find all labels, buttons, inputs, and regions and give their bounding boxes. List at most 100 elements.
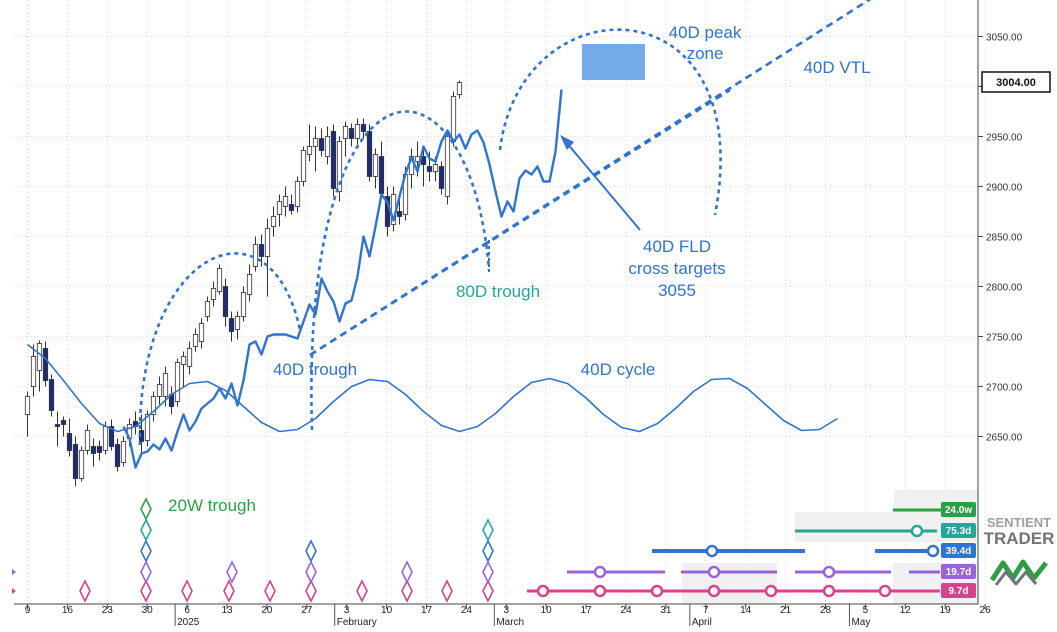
candle bbox=[156, 376, 163, 405]
x-tick-label: 7 bbox=[703, 605, 709, 616]
candle-body-up bbox=[174, 362, 181, 402]
candle-body-down bbox=[54, 424, 61, 427]
candle-body-up bbox=[300, 150, 307, 182]
x-axis-months: 2025 February March April May bbox=[174, 604, 870, 628]
fld-arrow-line bbox=[565, 141, 641, 231]
projected-trough-circle-icon bbox=[878, 584, 892, 598]
trough-marker-20w-diamond-icon bbox=[140, 497, 152, 521]
candle-body-up bbox=[84, 430, 91, 451]
cycle-length-label: 24.0w bbox=[945, 505, 972, 516]
x-tick-label: 13 bbox=[221, 605, 233, 616]
candle-body-down bbox=[228, 318, 235, 332]
candle-body-up bbox=[156, 384, 163, 397]
candle-body-up bbox=[180, 356, 187, 365]
candle bbox=[288, 194, 295, 215]
x-month-label: March bbox=[496, 617, 524, 627]
x-month-label: May bbox=[851, 617, 870, 627]
candle bbox=[444, 131, 451, 205]
x-axis-ticks: 9 16 23 30 6 13 20 27 3 10 17 24 3 10 17 24 31 7 14 21 28 5 12… bbox=[25, 604, 991, 616]
candle bbox=[246, 264, 253, 302]
cycle-arc-1 bbox=[138, 252, 302, 446]
trough-marker-80d-diamond-icon bbox=[140, 518, 152, 542]
projected-trough-circle-icon bbox=[707, 584, 721, 598]
trough-marker-40d-diamond-icon bbox=[140, 539, 152, 563]
current-price-box bbox=[981, 71, 1051, 93]
fld-line bbox=[122, 89, 563, 469]
x-tick-label: 26 bbox=[980, 605, 992, 616]
candle-body-up bbox=[204, 301, 211, 317]
candle bbox=[186, 341, 193, 375]
candle-body-down bbox=[366, 131, 373, 177]
trough-marker-9d-diamond-icon bbox=[441, 579, 453, 603]
candle bbox=[222, 278, 229, 327]
candle bbox=[438, 161, 445, 195]
projected-trough-circle-icon bbox=[650, 584, 664, 598]
x-month-label: 2025 bbox=[177, 617, 200, 627]
x-tick-label: 27 bbox=[301, 605, 313, 616]
candle-body-down bbox=[396, 211, 403, 217]
candle bbox=[84, 424, 91, 455]
candle-body-up bbox=[24, 396, 31, 415]
projected-trough-circle-icon bbox=[593, 584, 607, 598]
candle bbox=[456, 80, 463, 99]
candle-body-up bbox=[192, 334, 199, 347]
cycle-length-badge bbox=[941, 523, 976, 538]
x-tick-label: 10 bbox=[541, 605, 553, 616]
candle bbox=[372, 148, 379, 189]
candle-body-down bbox=[222, 286, 229, 317]
trough-marker-9d-diamond-icon bbox=[140, 579, 152, 603]
y-tick-label: 2700.00 bbox=[986, 383, 1023, 394]
candle-body-up bbox=[336, 141, 343, 192]
candle bbox=[66, 418, 73, 457]
candle bbox=[78, 446, 85, 482]
candle-body-up bbox=[294, 181, 301, 207]
candle bbox=[96, 440, 103, 461]
current-price-label: 3004.00 bbox=[996, 77, 1036, 89]
candle-body-down bbox=[348, 128, 355, 139]
trough-marker-40d-diamond-icon bbox=[482, 539, 494, 563]
x-tick-label: 12 bbox=[900, 605, 912, 616]
candle bbox=[342, 121, 349, 157]
watermark-wave-shadow-icon bbox=[994, 570, 1038, 586]
candle bbox=[264, 218, 271, 297]
projection-band bbox=[682, 563, 777, 604]
candle bbox=[90, 438, 97, 467]
annotation-peak-zone-2: zone bbox=[687, 44, 724, 63]
candle-body-down bbox=[378, 156, 385, 194]
candle bbox=[354, 118, 361, 147]
fld-arrow-head-icon bbox=[560, 135, 574, 150]
candle-body-up bbox=[312, 138, 319, 147]
candlesticks bbox=[24, 80, 463, 487]
candle bbox=[294, 176, 301, 213]
projected-trough-circle-icon bbox=[926, 544, 940, 558]
candle-body-up bbox=[102, 426, 109, 451]
cycle-length-label: 75.3d bbox=[946, 526, 972, 537]
y-tick-label: 2800.00 bbox=[986, 283, 1023, 294]
candle bbox=[30, 344, 37, 397]
candle bbox=[228, 311, 235, 342]
candle bbox=[48, 374, 55, 417]
x-tick-label: 9 bbox=[25, 605, 31, 616]
candle-body-down bbox=[360, 124, 367, 132]
trough-marker-9d-diamond-icon bbox=[264, 579, 276, 603]
annotation-fld-1: 40D FLD bbox=[643, 237, 711, 256]
candle-body-down bbox=[438, 166, 445, 189]
x-tick-label: 17 bbox=[581, 605, 593, 616]
candle bbox=[336, 136, 343, 202]
trough-marker-9d-diamond-icon bbox=[223, 579, 235, 603]
trough-marker-9d-diamond-icon bbox=[79, 579, 91, 603]
x-tick-label: 6 bbox=[184, 605, 190, 616]
x-tick-label: 24 bbox=[461, 605, 473, 616]
candle bbox=[282, 186, 289, 217]
candle-body-down bbox=[90, 446, 97, 454]
candle-body-up bbox=[306, 146, 313, 155]
candle bbox=[324, 126, 331, 165]
grid bbox=[14, 0, 986, 604]
trough-marker-19d-diamond-icon bbox=[305, 560, 317, 584]
peak-zone-box bbox=[582, 44, 645, 80]
x-tick-label: 24 bbox=[620, 605, 632, 616]
projected-trough-circle-icon bbox=[705, 544, 719, 558]
x-tick-label: 28 bbox=[820, 605, 832, 616]
y-tick-label: 2850.00 bbox=[986, 233, 1023, 244]
